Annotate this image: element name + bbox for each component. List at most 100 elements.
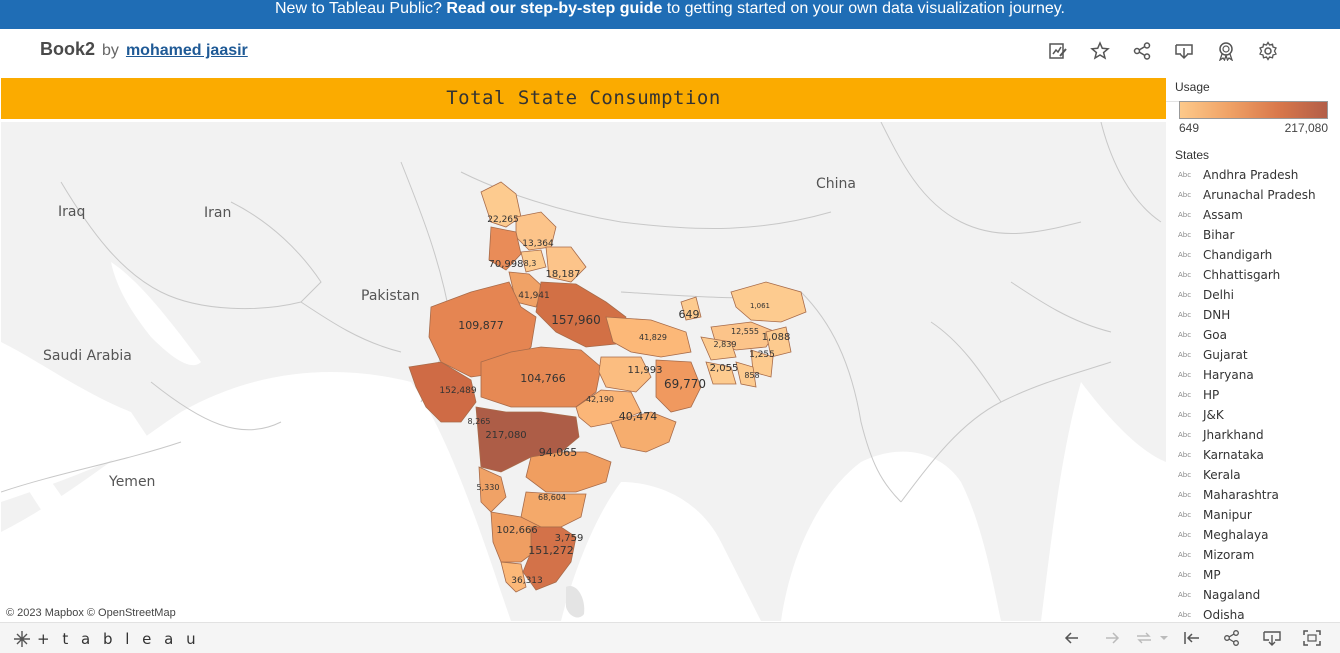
share-icon[interactable] (1212, 627, 1252, 649)
tableau-wordmark: + t a b l e a u (37, 630, 200, 648)
abc-icon: Abc (1178, 591, 1192, 599)
state-value-label: 151,272 (528, 544, 574, 557)
redo-icon[interactable] (1092, 627, 1132, 649)
usage-legend-title: Usage (1175, 80, 1210, 94)
state-value-label: 1,061 (750, 302, 770, 310)
viz-header: Book2 by mohamed jaasir (0, 29, 1340, 102)
state-legend-label: DNH (1203, 308, 1231, 322)
state-legend-item[interactable]: Abc Jharkhand (1178, 425, 1338, 445)
abc-icon: Abc (1178, 311, 1192, 319)
abc-icon: Abc (1178, 391, 1192, 399)
state-legend-item[interactable]: Abc Meghalaya (1178, 525, 1338, 545)
abc-icon: Abc (1178, 611, 1192, 619)
state-legend-item[interactable]: Abc Kerala (1178, 465, 1338, 485)
label-pakistan: Pakistan (361, 288, 420, 304)
state-legend-item[interactable]: Abc MP (1178, 565, 1338, 585)
state-legend-item[interactable]: Abc Chandigarh (1178, 245, 1338, 265)
state-legend-label: Gujarat (1203, 348, 1248, 362)
dashboard-title: Total State Consumption (1, 78, 1166, 119)
state-legend-item[interactable]: Abc Chhattisgarh (1178, 265, 1338, 285)
state-value-label: 3,759 (555, 533, 584, 544)
undo-icon[interactable] (1052, 627, 1092, 649)
map-view[interactable]: China Iraq Iran Pakistan Saudi Arabia Ye… (1, 122, 1166, 621)
state-legend-label: Bihar (1203, 228, 1235, 242)
state-legend-label: Maharashtra (1203, 488, 1279, 502)
star-icon[interactable] (1088, 39, 1112, 63)
state-legend-label: Jharkhand (1203, 428, 1264, 442)
state-value-label: 157,960 (551, 313, 601, 327)
revert-icon[interactable] (1132, 627, 1156, 649)
state-legend-label: MP (1203, 568, 1221, 582)
state-legend-item[interactable]: Abc Gujarat (1178, 345, 1338, 365)
abc-icon: Abc (1178, 531, 1192, 539)
map-svg[interactable]: China Iraq Iran Pakistan Saudi Arabia Ye… (1, 122, 1166, 621)
state-value-label: 152,489 (439, 386, 476, 396)
abc-icon: Abc (1178, 411, 1192, 419)
state-value-label: 42,190 (586, 395, 614, 404)
state-legend-item[interactable]: Abc J&K (1178, 405, 1338, 425)
state-legend-label: Assam (1203, 208, 1243, 222)
state-legend-item[interactable]: Abc HP (1178, 385, 1338, 405)
state-value-label: 36,313 (511, 576, 543, 586)
edit-icon[interactable] (1046, 39, 1070, 63)
state-value-label: 2,839 (714, 340, 737, 349)
header-toolbar (1046, 39, 1280, 63)
usage-max: 217,080 (1284, 121, 1328, 135)
state-legend-item[interactable]: Abc Nagaland (1178, 585, 1338, 605)
badge-icon[interactable] (1214, 39, 1238, 63)
abc-icon: Abc (1178, 471, 1192, 479)
label-iran: Iran (204, 205, 231, 221)
state-value-label: 68,604 (538, 493, 566, 502)
state-legend-label: Meghalaya (1203, 528, 1269, 542)
state-legend-item[interactable]: Abc Andhra Pradesh (1178, 165, 1338, 185)
state-legend-item[interactable]: Abc Assam (1178, 205, 1338, 225)
state-value-label: 11,993 (628, 365, 663, 376)
reset-icon[interactable] (1172, 627, 1212, 649)
state-legend-label: Delhi (1203, 288, 1234, 302)
state-value-label: 109,877 (458, 319, 504, 332)
abc-icon: Abc (1178, 331, 1192, 339)
state-legend-item[interactable]: Abc Karnataka (1178, 445, 1338, 465)
tableau-logo[interactable]: + t a b l e a u (13, 630, 200, 648)
state-legend-item[interactable]: Abc Mizoram (1178, 545, 1338, 565)
state-value-label: 22,265 (487, 215, 519, 225)
states-legend-title: States (1175, 148, 1210, 162)
label-saudi-arabia: Saudi Arabia (43, 348, 132, 364)
state-value-label: 1,255 (749, 350, 775, 360)
state-legend-item[interactable]: Abc Maharashtra (1178, 485, 1338, 505)
state-legend-label: Nagaland (1203, 588, 1261, 602)
state-legend-item[interactable]: Abc DNH (1178, 305, 1338, 325)
dropdown-icon[interactable] (1156, 627, 1172, 649)
state-legend-label: Andhra Pradesh (1203, 168, 1299, 182)
state-legend-label: Chandigarh (1203, 248, 1273, 262)
state-value-label: 69,770 (664, 377, 706, 391)
abc-icon: Abc (1178, 351, 1192, 359)
state-value-label: 41,941 (518, 291, 550, 301)
download-icon[interactable] (1172, 39, 1196, 63)
state-legend-label: Odisha (1203, 608, 1245, 621)
label-yemen: Yemen (108, 474, 155, 490)
state-legend-item[interactable]: Abc Delhi (1178, 285, 1338, 305)
state-legend-label: Mizoram (1203, 548, 1255, 562)
state-legend-item[interactable]: Abc Haryana (1178, 365, 1338, 385)
map-attribution[interactable]: © 2023 Mapbox © OpenStreetMap (6, 607, 176, 619)
fullscreen-icon[interactable] (1292, 627, 1332, 649)
state-value-label: 104,766 (520, 372, 566, 385)
author-link[interactable]: mohamed jaasir (125, 42, 248, 59)
abc-icon: Abc (1178, 511, 1192, 519)
share-icon[interactable] (1130, 39, 1154, 63)
state-legend-item[interactable]: Abc Bihar (1178, 225, 1338, 245)
settings-icon[interactable] (1256, 39, 1280, 63)
banner-guide-link[interactable]: Read our step-by-step guide (446, 0, 663, 17)
state-value-label: 41,829 (639, 333, 667, 342)
state-legend-item[interactable]: Abc Arunachal Pradesh (1178, 185, 1338, 205)
footer-toolbar: + t a b l e a u (0, 622, 1340, 653)
state-legend-item[interactable]: Abc Odisha (1178, 605, 1338, 621)
state-legend-label: Arunachal Pradesh (1203, 188, 1316, 202)
state-legend-item[interactable]: Abc Manipur (1178, 505, 1338, 525)
workbook-title: Book2 by mohamed jaasir (40, 39, 248, 60)
label-china: China (816, 176, 856, 192)
state-value-label: 649 (679, 308, 700, 321)
state-legend-item[interactable]: Abc Goa (1178, 325, 1338, 345)
download-icon[interactable] (1252, 627, 1292, 649)
